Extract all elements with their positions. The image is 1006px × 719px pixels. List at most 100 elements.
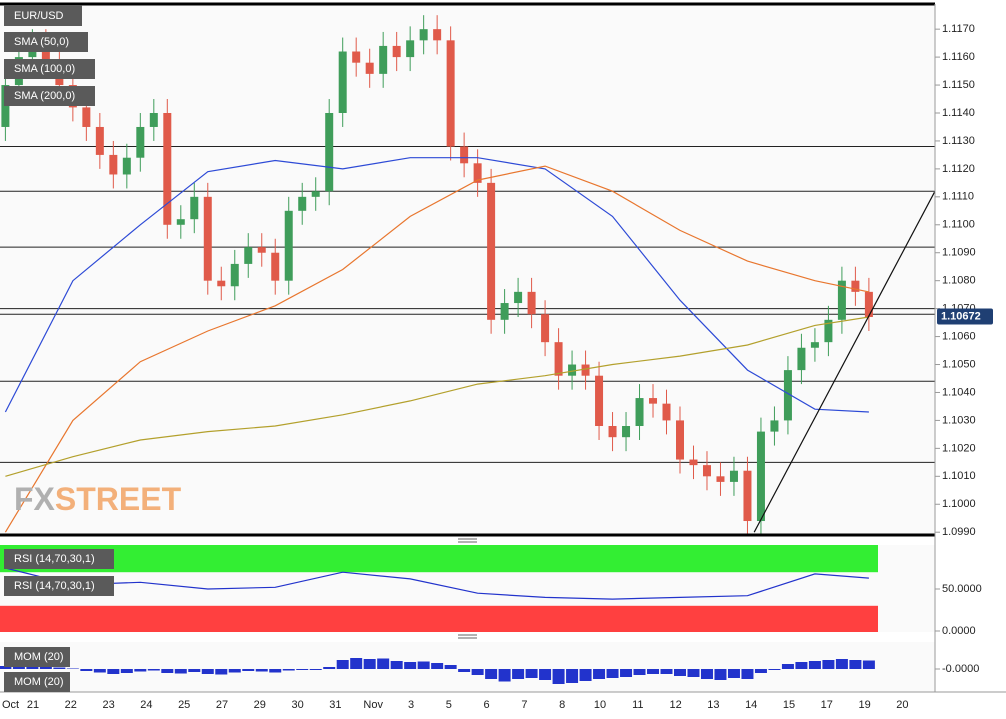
trend-line — [753, 190, 936, 533]
candle-body — [95, 126, 104, 155]
candle-body — [649, 398, 658, 404]
mom-bar — [512, 669, 525, 679]
mom-bar — [377, 658, 390, 669]
candle-body — [851, 280, 860, 292]
mom-bar — [458, 669, 471, 672]
x-tick-label: 5 — [446, 699, 452, 711]
x-tick-label: 14 — [745, 699, 757, 711]
mom-bar — [647, 669, 660, 674]
y-tick-label: 1.1130 — [942, 135, 975, 147]
mom-bar — [228, 669, 241, 673]
candle-body — [365, 62, 374, 74]
mom-panel — [0, 642, 935, 692]
x-tick-label: 12 — [669, 699, 681, 711]
candle-body — [783, 370, 792, 421]
indicator-text: RSI (14,70,30,1) — [14, 580, 95, 592]
mom-bar — [242, 669, 255, 671]
candle-body — [473, 163, 482, 183]
mom-bar — [674, 669, 686, 676]
watermark: FXSTREET — [14, 481, 182, 517]
candle-body — [298, 196, 307, 211]
candle-body — [257, 247, 266, 253]
candle-body — [190, 196, 199, 220]
y-tick-label: 50.0000 — [942, 583, 982, 595]
mom-bar — [26, 665, 39, 669]
mom-bar — [201, 669, 214, 674]
candle-body — [487, 182, 496, 320]
candle-body — [756, 431, 765, 522]
x-tick-label: 15 — [783, 699, 795, 711]
x-tick-label: 7 — [521, 699, 527, 711]
mom-bar — [525, 669, 538, 678]
y-tick-label: 1.1050 — [942, 358, 976, 370]
y-tick-label: 1.1030 — [942, 414, 976, 426]
mom-bar — [120, 669, 133, 673]
mom-bar — [107, 669, 120, 674]
candle-body — [230, 263, 239, 287]
last-price-label: 1.10672 — [941, 310, 981, 322]
mom-bar — [485, 669, 498, 679]
x-tick-label: 6 — [484, 699, 490, 711]
mom-bar — [620, 669, 633, 677]
x-tick-label: 23 — [102, 699, 114, 711]
y-tick-label: 1.1090 — [942, 247, 976, 259]
x-tick-label: 17 — [821, 699, 833, 711]
mom-bar — [741, 669, 754, 679]
candle-body — [689, 459, 698, 466]
mom-bar — [0, 666, 12, 669]
candle-body — [122, 157, 131, 175]
mom-bar — [309, 669, 322, 670]
indicator-label: RSI (14,70,30,1) — [4, 549, 114, 569]
y-tick-label: 1.1020 — [942, 442, 976, 454]
y-tick-label: 1.1170 — [942, 23, 975, 35]
candle-body — [109, 154, 118, 175]
y-tick-label: 1.1010 — [942, 470, 976, 482]
candle-body — [595, 375, 604, 427]
mom-bar — [498, 669, 511, 682]
candle-body — [824, 319, 833, 343]
mom-bar — [282, 669, 295, 671]
mom-bar — [700, 669, 713, 679]
y-tick-label: 1.1000 — [942, 498, 976, 510]
candle-body — [325, 112, 334, 192]
candle-body — [702, 465, 711, 477]
mom-bar — [687, 669, 700, 677]
candle-body — [864, 291, 873, 318]
x-tick-label: Oct — [2, 699, 19, 711]
legend-item: SMA (200,0) — [4, 86, 95, 106]
mom-bar — [269, 669, 282, 673]
oversold-zone — [0, 605, 878, 632]
mom-bar — [404, 662, 417, 669]
candle-body — [635, 398, 644, 427]
resize-handle[interactable] — [458, 634, 477, 639]
candle-body — [217, 280, 226, 287]
y-tick-label: -0.0000 — [942, 663, 979, 675]
indicator-label: MOM (20) — [4, 647, 70, 667]
indicator-text: MOM (20) — [14, 651, 64, 663]
resize-handle[interactable] — [458, 538, 477, 543]
candle-body — [149, 112, 158, 127]
indicator-label: MOM (20) — [4, 672, 70, 692]
mom-bar — [566, 669, 579, 683]
y-tick-label: 1.1160 — [942, 51, 975, 63]
mom-bar — [66, 668, 79, 669]
mom-bar — [727, 669, 740, 678]
candle-body — [163, 112, 172, 225]
x-tick-label: 25 — [178, 699, 190, 711]
y-tick-label: 1.1060 — [942, 330, 976, 342]
legend-text: SMA (100,0) — [14, 63, 75, 75]
mom-bar — [161, 669, 174, 673]
sma-line — [4, 165, 870, 533]
candle-body — [352, 51, 361, 63]
mom-bar — [808, 661, 821, 669]
candle-body — [406, 40, 415, 58]
candle-body — [797, 347, 806, 371]
mom-bar — [862, 660, 875, 669]
mom-bar — [444, 665, 457, 669]
mom-bar — [754, 669, 767, 673]
candle-body — [338, 51, 347, 113]
mom-bar — [714, 669, 727, 680]
candle-body — [446, 40, 455, 147]
candle-body — [743, 470, 752, 522]
